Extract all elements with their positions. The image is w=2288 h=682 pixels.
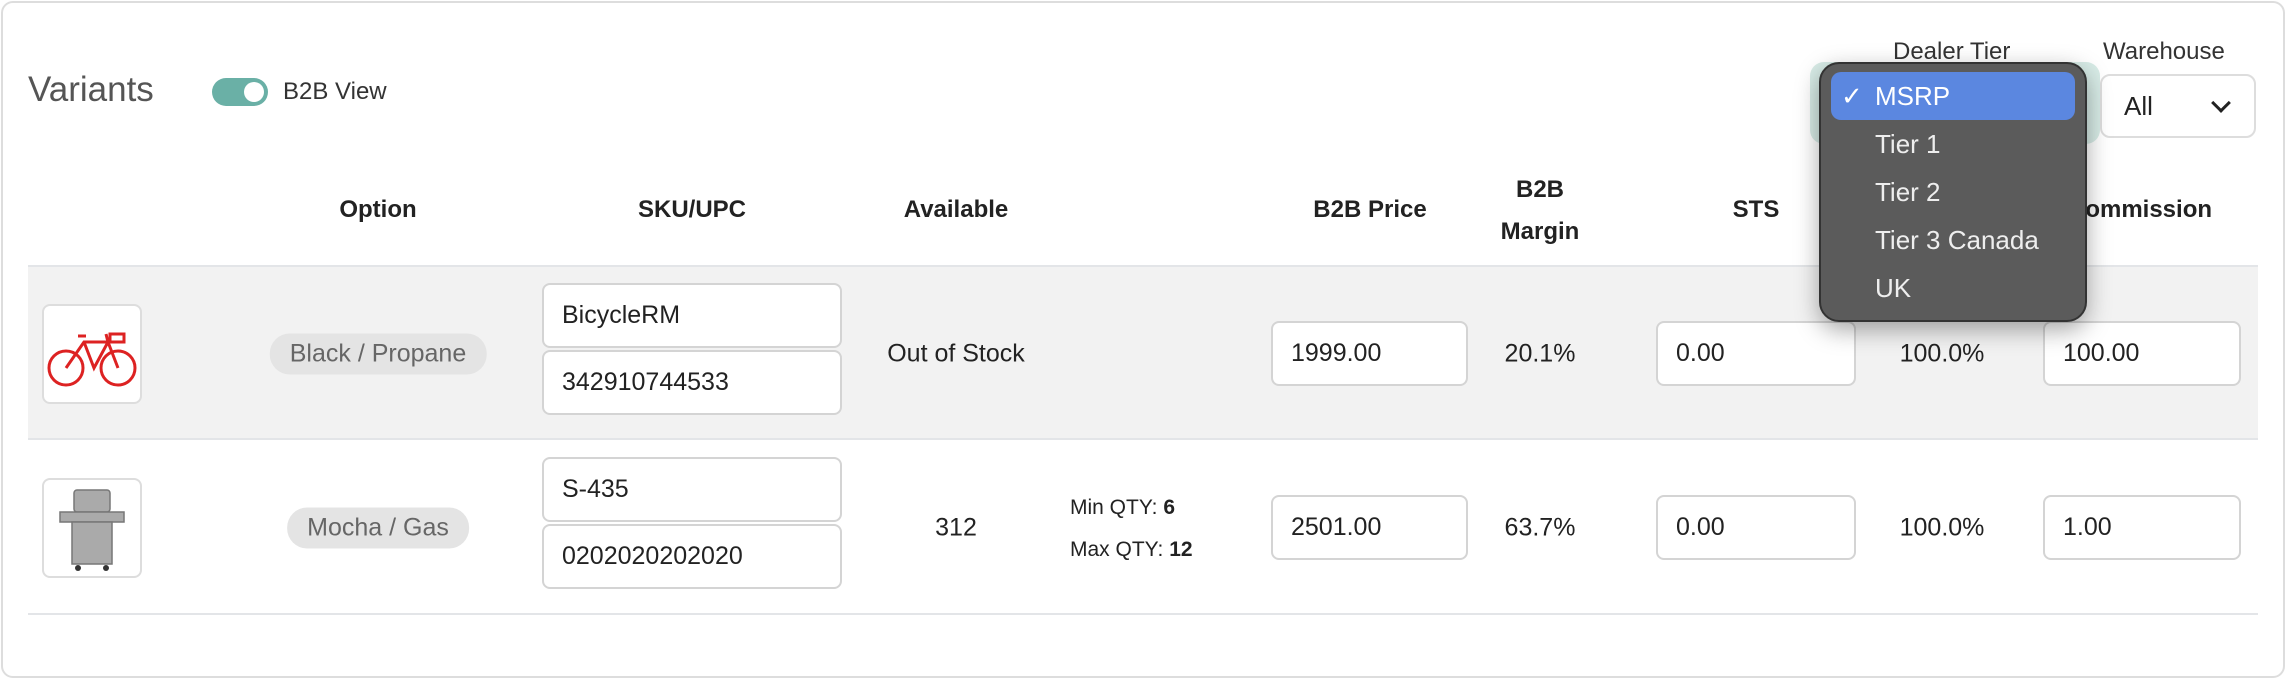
toggle-knob xyxy=(244,82,264,102)
upc-input[interactable]: 342910744533 xyxy=(542,350,842,415)
b2b-price-input[interactable]: 1999.00 xyxy=(1271,321,1468,386)
option-pill: Black / Propane xyxy=(269,333,487,375)
dropdown-option-tier-2[interactable]: Tier 2 xyxy=(1831,168,2075,216)
option-label: MSRP xyxy=(1875,80,1951,111)
option-label: Tier 1 xyxy=(1875,128,1941,159)
col-b2b-margin-1: B2B xyxy=(1515,176,1565,203)
min-qty-value: 6 xyxy=(1163,496,1176,519)
col-option: Option xyxy=(339,196,417,223)
col-b2b-margin-2: Margin xyxy=(1500,218,1580,245)
col-available: Available xyxy=(903,196,1009,223)
dealer-tier-dropdown: ✓ MSRP Tier 1 Tier 2 Tier 3 Canada UK xyxy=(1819,62,2087,322)
b2b-margin-value: 20.1% xyxy=(1504,339,1576,368)
b2b-price-input[interactable]: 2501.00 xyxy=(1271,495,1468,560)
b2b-view-toggle[interactable] xyxy=(212,78,268,106)
sku-input[interactable]: S-435 xyxy=(542,457,842,522)
commission-input[interactable]: 1.00 xyxy=(2043,495,2241,560)
min-qty-label: Min QTY: xyxy=(1070,496,1164,519)
col-sku: SKU/UPC xyxy=(637,196,747,223)
option-pill: Mocha / Gas xyxy=(287,507,469,549)
dropdown-option-tier-3-canada[interactable]: Tier 3 Canada xyxy=(1831,216,2075,264)
chevron-down-icon xyxy=(2211,93,2231,113)
col-commission: Commission xyxy=(2067,196,2213,223)
sts-margin-value: 100.0% xyxy=(1899,513,1985,542)
warehouse-value: All xyxy=(2124,90,2153,121)
bicycle-image xyxy=(42,304,142,404)
available-value: 312 xyxy=(935,513,977,542)
commission-input[interactable]: 100.00 xyxy=(2043,321,2241,386)
grill-image xyxy=(42,478,142,578)
option-label: UK xyxy=(1875,272,1912,303)
col-b2b-price: B2B Price xyxy=(1313,196,1427,223)
sku-input[interactable]: BicycleRM xyxy=(542,283,842,348)
b2b-margin-value: 63.7% xyxy=(1504,513,1576,542)
sts-margin-value: 100.0% xyxy=(1899,339,1985,368)
dropdown-option-msrp[interactable]: ✓ MSRP xyxy=(1831,72,2075,120)
b2b-view-label: B2B View xyxy=(283,78,387,105)
warehouse-select[interactable]: All xyxy=(2100,74,2256,138)
option-label: Tier 3 Canada xyxy=(1875,224,2039,255)
sts-input[interactable]: 0.00 xyxy=(1656,495,1856,560)
section-title: Variants xyxy=(28,70,154,109)
available-value: Out of Stock xyxy=(887,339,1025,368)
upc-input[interactable]: 0202020202020 xyxy=(542,524,842,589)
table-row xyxy=(28,440,2258,615)
dropdown-option-tier-1[interactable]: Tier 1 xyxy=(1831,120,2075,168)
option-label: Tier 2 xyxy=(1875,176,1941,207)
sts-input[interactable]: 0.00 xyxy=(1656,321,1856,386)
col-sts: STS xyxy=(1732,196,1780,223)
qty-limits: Min QTY: 6 Max QTY: 12 xyxy=(1070,487,1193,571)
max-qty-value: 12 xyxy=(1169,538,1193,561)
max-qty-label: Max QTY: xyxy=(1070,538,1170,561)
checkmark-icon: ✓ xyxy=(1841,80,1863,111)
warehouse-label: Warehouse xyxy=(2103,38,2225,65)
dropdown-option-uk[interactable]: UK xyxy=(1831,264,2075,312)
dealer-tier-label: Dealer Tier xyxy=(1893,38,2011,65)
